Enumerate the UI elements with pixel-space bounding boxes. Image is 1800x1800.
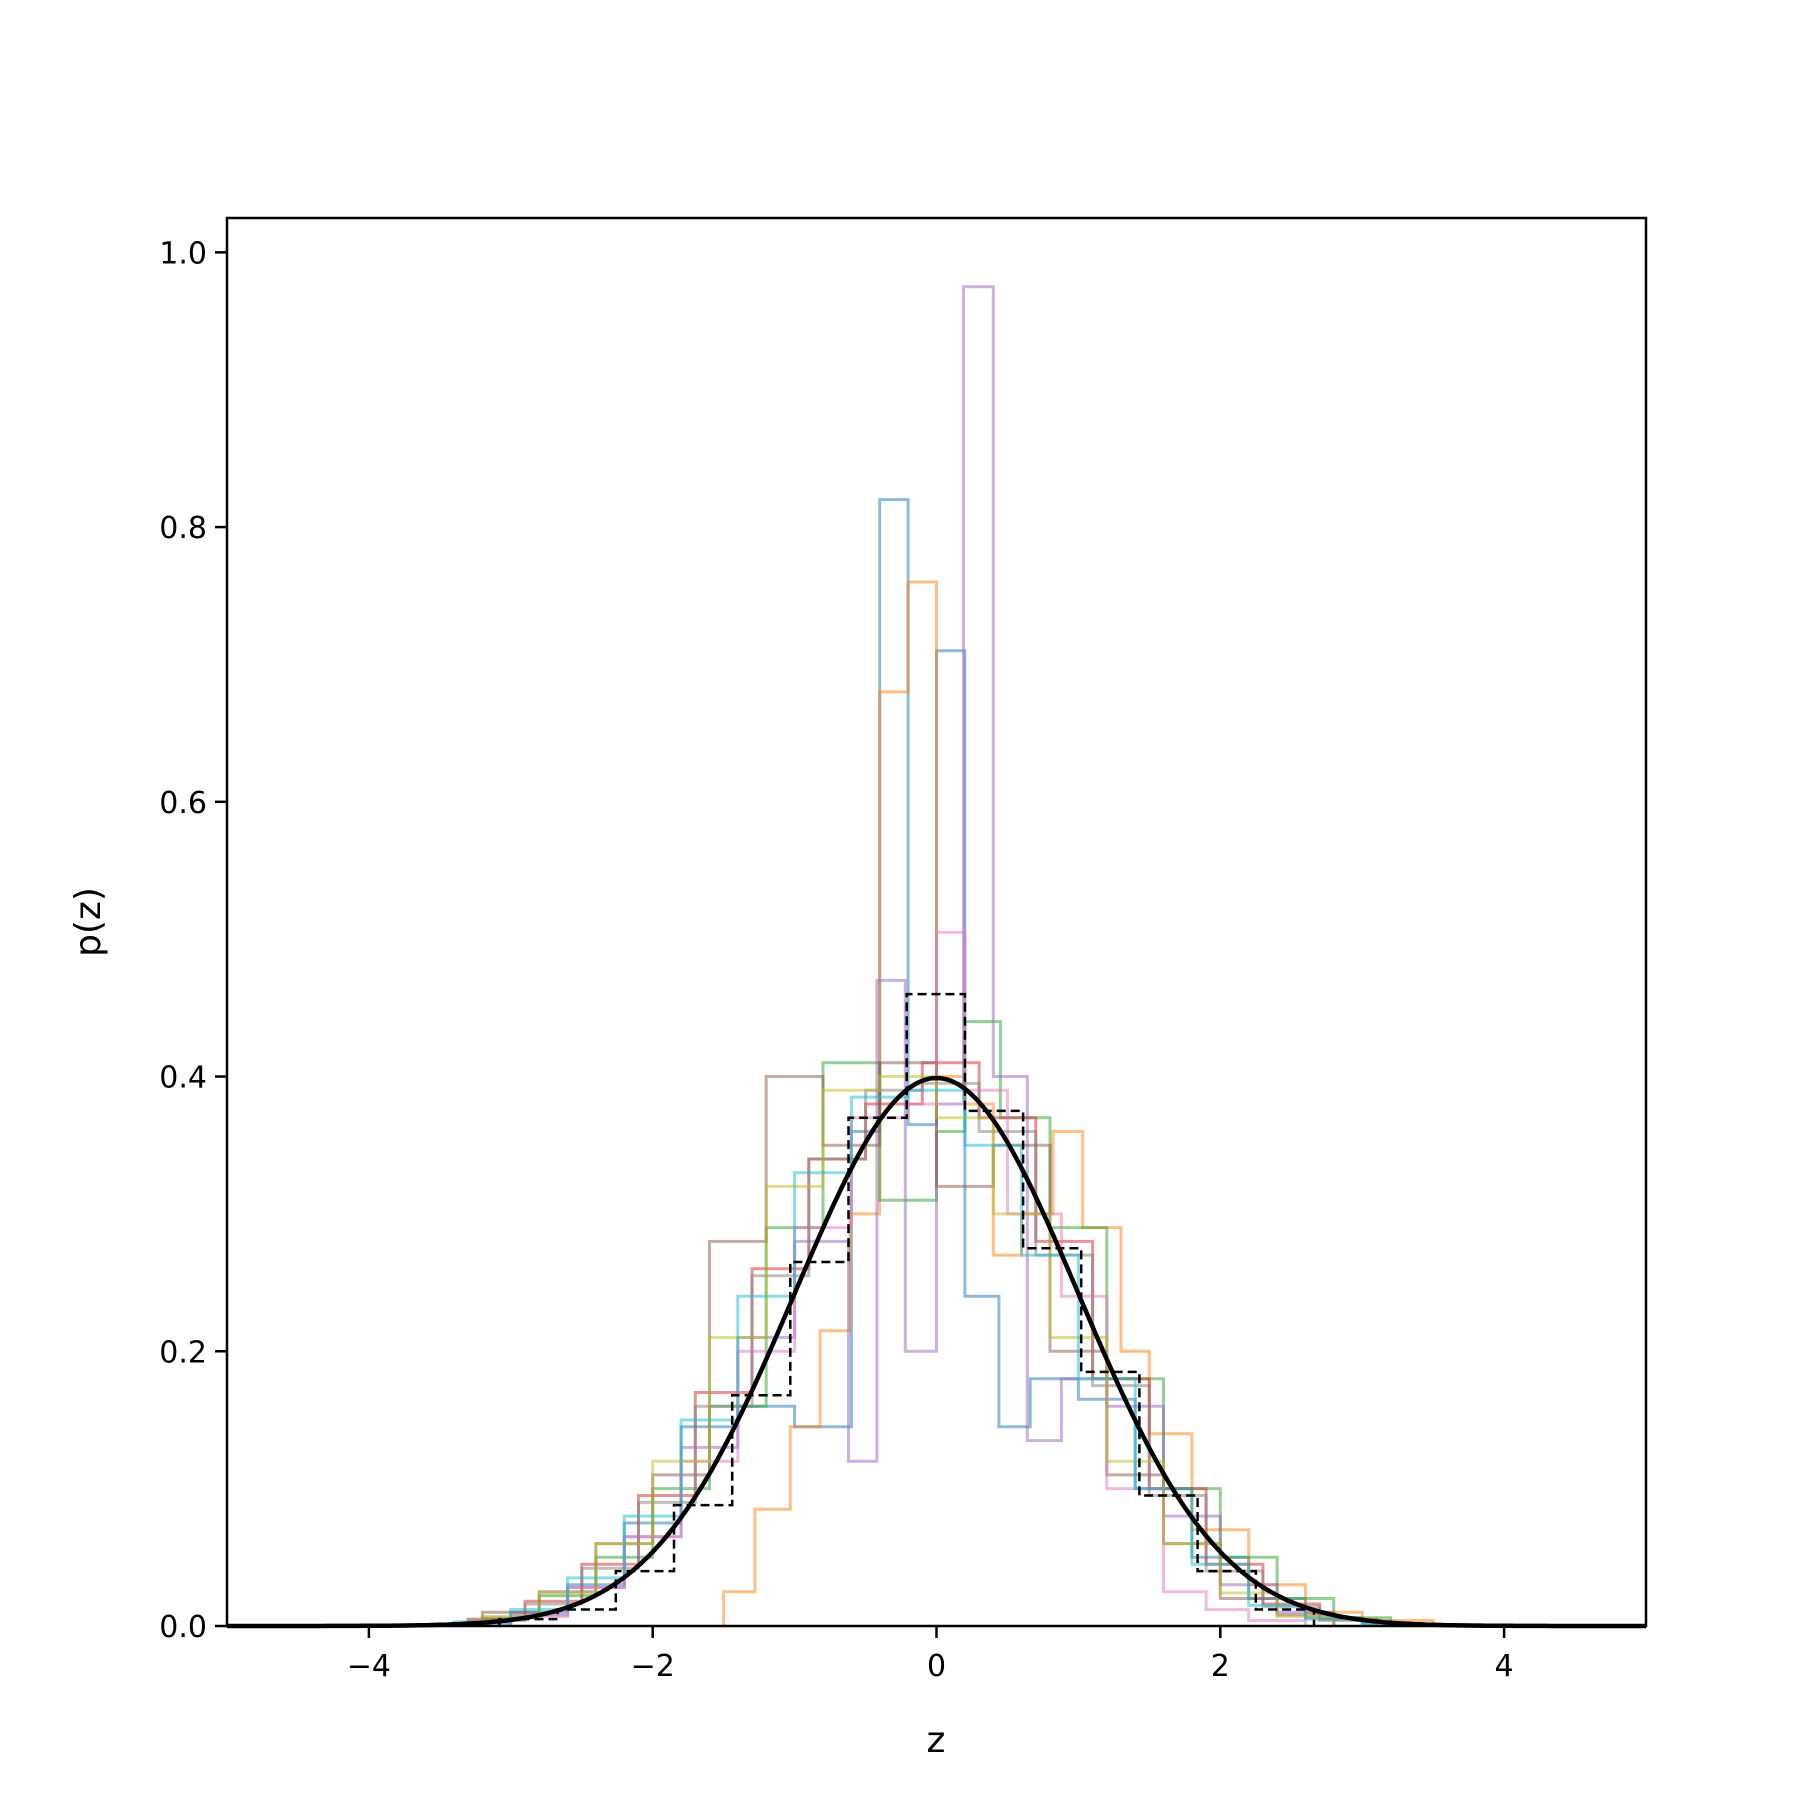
histogram-series-10 xyxy=(452,1088,1407,1626)
histogram-series-3 xyxy=(480,1020,1393,1626)
y-axis-label: p(z) xyxy=(68,887,109,957)
x-tick-label: −4 xyxy=(347,1649,391,1684)
histogram-series-group xyxy=(452,285,1485,1627)
histogram-series-2 xyxy=(722,580,1485,1627)
histogram-series-4 xyxy=(466,1061,1378,1626)
x-tick-label: 2 xyxy=(1211,1649,1230,1684)
y-tick-label: 0.0 xyxy=(159,1610,207,1645)
gaussian-reference-curve xyxy=(227,1075,1646,1629)
y-tick-label: 0.4 xyxy=(159,1061,207,1096)
axis-ticks-group: −4 −2 0 2 4 0.0 0.2 0.4 0.6 0.8 1.0 xyxy=(159,236,1513,1684)
y-tick-label: 1.0 xyxy=(159,236,207,271)
x-tick-label: 4 xyxy=(1495,1649,1514,1684)
histogram-series-8 xyxy=(466,1081,1378,1626)
y-tick-label: 0.6 xyxy=(159,786,207,821)
reference-curve-group xyxy=(227,1075,1646,1629)
x-tick-label: 0 xyxy=(927,1649,946,1684)
y-tick-label: 0.2 xyxy=(159,1335,207,1370)
y-tick-label: 0.8 xyxy=(159,511,207,546)
x-axis-label: z xyxy=(927,1720,946,1761)
histogram-series-5 xyxy=(509,285,1336,1626)
x-tick-label: −2 xyxy=(631,1649,675,1684)
plot-frame xyxy=(225,216,1648,1628)
